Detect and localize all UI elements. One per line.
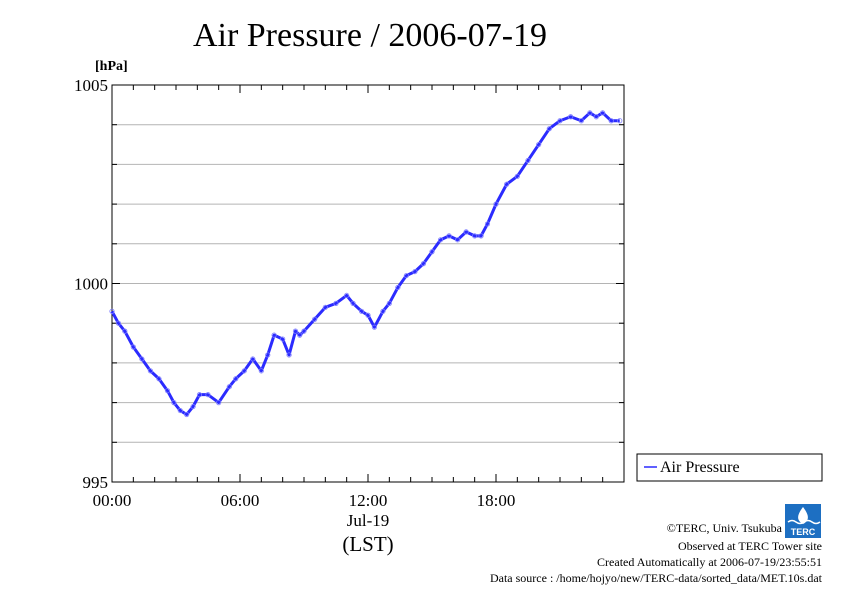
data-point bbox=[250, 356, 256, 362]
data-point bbox=[312, 316, 318, 322]
drop-icon bbox=[798, 507, 808, 524]
data-point bbox=[177, 407, 183, 414]
data-point bbox=[184, 411, 190, 418]
data-point bbox=[600, 110, 606, 116]
data-point bbox=[241, 368, 247, 374]
data-point bbox=[557, 118, 563, 124]
data-point bbox=[514, 173, 520, 179]
data-point bbox=[350, 300, 356, 306]
data-point bbox=[216, 399, 222, 406]
data-point bbox=[122, 328, 128, 334]
data-point bbox=[265, 352, 271, 358]
x-tick-label: 12:00 bbox=[349, 491, 388, 510]
data-point bbox=[115, 320, 122, 326]
legend: Air Pressure bbox=[636, 453, 823, 482]
data-point bbox=[568, 114, 574, 120]
data-point bbox=[463, 229, 469, 235]
data-point bbox=[472, 233, 478, 239]
data-point bbox=[478, 233, 484, 239]
data-point bbox=[271, 332, 277, 338]
y-tick-label: 995 bbox=[83, 473, 109, 492]
data-point bbox=[380, 308, 386, 314]
data-point bbox=[205, 392, 211, 398]
legend-box bbox=[636, 453, 823, 482]
data-point bbox=[301, 328, 307, 334]
data-point bbox=[196, 392, 203, 398]
data-point bbox=[536, 141, 542, 148]
data-point bbox=[546, 126, 552, 132]
data-point bbox=[437, 237, 444, 243]
data-point bbox=[608, 118, 614, 124]
y-tick-label: 1000 bbox=[74, 275, 108, 294]
data-point bbox=[365, 312, 371, 318]
x-axis-label: (LST) bbox=[342, 532, 393, 556]
terc-logo: TERC bbox=[785, 504, 821, 538]
created-text: Created Automatically at 2006-07-19/23:5… bbox=[597, 555, 822, 569]
data-point bbox=[412, 268, 418, 275]
data-point bbox=[147, 368, 153, 374]
data-point bbox=[446, 233, 452, 239]
series-group bbox=[109, 110, 623, 418]
data-point bbox=[130, 344, 136, 350]
data-point bbox=[190, 403, 196, 410]
x-tick-label: 18:00 bbox=[477, 491, 516, 510]
data-point bbox=[484, 221, 491, 227]
data-point bbox=[493, 201, 499, 207]
data-point bbox=[617, 118, 623, 124]
data-point bbox=[109, 308, 115, 314]
data-point bbox=[333, 300, 339, 306]
x-date-label: Jul-19 bbox=[347, 511, 390, 530]
data-point bbox=[386, 300, 392, 306]
x-axis: 00:00 06:00 12:00 18:00 bbox=[93, 85, 625, 510]
data-point bbox=[429, 249, 435, 255]
source-text: Data source : /home/hojyo/new/TERC-data/… bbox=[490, 571, 823, 585]
y-axis-label: [hPa] bbox=[95, 59, 128, 74]
data-point bbox=[593, 114, 599, 120]
observed-text: Observed at TERC Tower site bbox=[678, 539, 822, 553]
data-point bbox=[258, 368, 264, 374]
series-line bbox=[110, 111, 620, 417]
data-point bbox=[156, 376, 162, 382]
y-axis: 995 1000 1005 bbox=[74, 76, 624, 492]
data-point bbox=[297, 332, 303, 338]
data-point bbox=[578, 118, 584, 124]
y-tick-label: 1005 bbox=[74, 76, 108, 95]
data-point bbox=[322, 304, 328, 310]
data-point bbox=[358, 308, 365, 314]
data-point bbox=[164, 388, 171, 394]
data-point bbox=[454, 237, 461, 243]
wave-icon bbox=[787, 519, 821, 525]
data-point bbox=[395, 284, 401, 291]
data-point bbox=[403, 272, 409, 279]
x-tick-label: 00:00 bbox=[93, 491, 132, 510]
legend-label: Air Pressure bbox=[660, 459, 740, 476]
chart-title: Air Pressure / 2006-07-19 bbox=[193, 17, 547, 54]
data-point bbox=[139, 356, 145, 362]
data-point bbox=[587, 110, 593, 116]
data-point bbox=[280, 336, 286, 342]
data-point bbox=[504, 181, 510, 187]
data-point bbox=[420, 261, 427, 267]
data-point bbox=[344, 292, 350, 299]
copyright-text: ©TERC, Univ. Tsukuba bbox=[667, 521, 783, 535]
data-point bbox=[292, 328, 299, 334]
data-point bbox=[226, 384, 232, 390]
grid bbox=[112, 124, 624, 443]
data-point bbox=[233, 376, 239, 382]
x-tick-label: 06:00 bbox=[221, 491, 260, 510]
data-point bbox=[171, 399, 177, 406]
logo-text: TERC bbox=[791, 527, 816, 537]
data-point bbox=[371, 324, 377, 330]
data-point bbox=[286, 352, 292, 358]
data-point bbox=[525, 157, 531, 164]
